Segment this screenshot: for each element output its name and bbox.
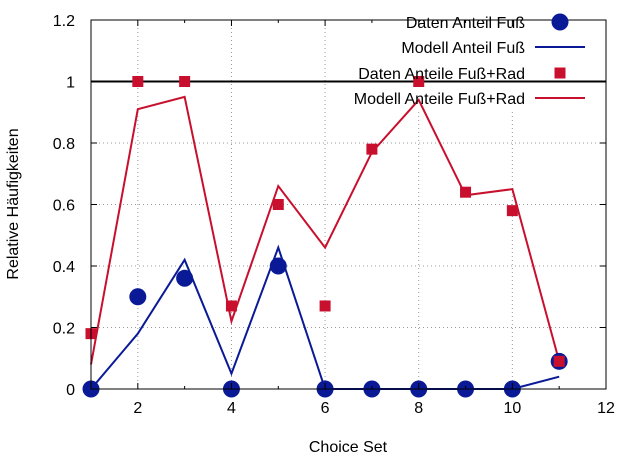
grid	[91, 20, 606, 389]
legend: Daten Anteil Fuß Modell Anteil Fuß Daten A…	[354, 13, 585, 108]
data-point-daten-anteile-fu-rad	[225, 300, 237, 312]
legend-label: Modell Anteile Fuß+Rad	[354, 91, 525, 108]
legend-swatch-circle	[551, 13, 569, 31]
x-tick-label: 10	[503, 400, 521, 417]
plot-border	[90, 19, 607, 390]
legend-label: Daten Anteile Fuß+Rad	[358, 66, 525, 83]
y-tick-label: 0.6	[53, 198, 75, 215]
data-point-daten-anteile-fu-rad	[460, 186, 472, 198]
legend-swatch-square	[554, 67, 566, 79]
data-point-daten-anteile-fu-rad	[319, 300, 331, 312]
y-tick-label: 1.2	[53, 13, 75, 30]
data-point-daten-anteile-fu-rad	[132, 76, 144, 87]
legend-label: Daten Anteil Fuß	[406, 15, 525, 32]
x-tick-label: 8	[414, 400, 423, 417]
data-point-daten-anteil-fu	[129, 288, 147, 306]
data-point-daten-anteile-fu-rad	[553, 355, 565, 367]
data-point-daten-anteile-fu-rad	[506, 205, 518, 217]
x-tick-label: 4	[227, 400, 236, 417]
data-point-daten-anteile-fu-rad	[413, 76, 425, 87]
data-point-daten-anteile-fu-rad	[366, 143, 378, 155]
data-point-daten-anteile-fu-rad	[272, 199, 284, 210]
plot-frame	[90, 19, 607, 390]
y-tick-label: 0.2	[53, 321, 75, 338]
y-axis-label: Relative Häufigkeiten	[5, 128, 22, 279]
x-tick-label: 6	[321, 400, 330, 417]
y-tick-label: 0	[66, 382, 75, 399]
x-axis-label: Choice Set	[309, 439, 388, 456]
data-point-daten-anteil-fu	[269, 257, 287, 275]
x-tick-label: 2	[133, 400, 142, 417]
data-point-daten-anteil-fu	[176, 269, 194, 287]
y-tick-label: 0.8	[53, 136, 75, 153]
series-line-modell-anteile-fu-rad	[90, 95, 561, 365]
ticks: 2 4 6 8 10 12 0 0.2 0.4 0.6 0.8 1 1.2	[53, 13, 615, 417]
y-tick-label: 0.4	[53, 259, 75, 276]
legend-label: Modell Anteil Fuß	[401, 40, 525, 57]
data-point-daten-anteile-fu-rad	[179, 76, 191, 87]
y-tick-label: 1	[66, 75, 75, 92]
x-tick-label: 12	[597, 400, 615, 417]
